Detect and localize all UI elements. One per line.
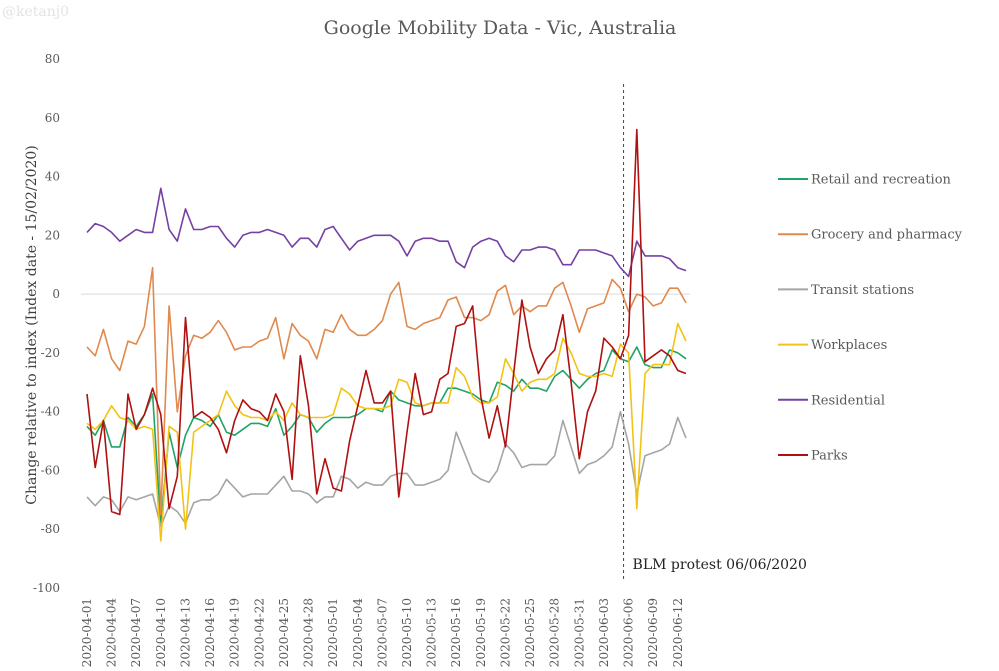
y-tick-label: -80 <box>41 522 60 536</box>
y-tick-label: 20 <box>45 228 60 242</box>
x-tick-label: 2020-04-22 <box>252 598 266 667</box>
series-line-transit-stations <box>86 410 687 528</box>
x-tick-label: 2020-05-22 <box>498 598 512 667</box>
x-tick-label: 2020-04-13 <box>178 598 192 667</box>
y-tick-label: 60 <box>45 111 60 125</box>
x-tick-label: 2020-04-25 <box>277 598 291 667</box>
y-axis-label: Change relative to index (Index date - 1… <box>24 145 40 505</box>
x-tick-label: 2020-05-10 <box>400 598 414 667</box>
x-tick-label: 2020-04-28 <box>302 598 316 667</box>
x-tick-label: 2020-06-03 <box>597 598 611 667</box>
x-tick-label: 2020-06-09 <box>646 598 660 667</box>
series-line-workplaces <box>86 322 687 542</box>
y-tick-label: -40 <box>41 405 60 419</box>
y-tick-label: -20 <box>41 346 60 360</box>
legend-label-residential: Residential <box>811 393 885 408</box>
series-lines <box>86 128 687 542</box>
series-line-parks <box>86 128 687 516</box>
blm-protest-annotation: BLM protest 06/06/2020 <box>633 557 807 573</box>
series-line-grocery-and-pharmacy <box>86 266 687 516</box>
x-tick-label: 2020-05-25 <box>523 598 537 667</box>
legend-label-workplaces: Workplaces <box>811 338 887 353</box>
y-axis-ticks: 80 60 40 20 0 -20 -40 -60 -80 -100 <box>33 52 60 595</box>
x-tick-label: 2020-04-19 <box>228 598 242 667</box>
y-tick-label: 40 <box>45 170 60 184</box>
x-tick-label: 2020-04-04 <box>105 598 119 668</box>
x-tick-label: 2020-05-04 <box>351 598 365 668</box>
legend-label-transit-stations: Transit stations <box>811 283 914 298</box>
x-tick-label: 2020-06-06 <box>622 598 636 667</box>
chart-title: Google Mobility Data - Vic, Australia <box>324 17 677 39</box>
y-tick-label: -60 <box>41 463 60 477</box>
legend-label-parks: Parks <box>811 449 848 464</box>
x-tick-label: 2020-04-01 <box>80 598 94 667</box>
x-tick-label: 2020-04-16 <box>203 598 217 667</box>
x-tick-label: 2020-06-12 <box>671 598 685 667</box>
x-tick-label: 2020-05-07 <box>375 598 389 667</box>
legend: Retail and recreation Grocery and pharmac… <box>778 173 963 464</box>
y-tick-label: 0 <box>52 287 60 301</box>
x-axis-ticks: 2020-04-01 2020-04-04 2020-04-07 2020-04-10… <box>80 598 685 668</box>
x-tick-label: 2020-05-13 <box>425 598 439 667</box>
x-tick-label: 2020-05-31 <box>572 598 586 667</box>
watermark: @ketanj0 <box>2 4 69 20</box>
x-tick-label: 2020-04-10 <box>154 598 168 667</box>
annotation-group: BLM protest 06/06/2020 <box>623 84 807 580</box>
x-tick-label: 2020-05-16 <box>449 598 463 667</box>
series-line-residential <box>86 187 687 278</box>
x-tick-label: 2020-05-28 <box>548 598 562 667</box>
series-line-retail-and-recreation <box>86 346 687 528</box>
y-tick-label: 80 <box>45 52 60 66</box>
x-tick-label: 2020-05-01 <box>326 598 340 667</box>
x-tick-label: 2020-04-07 <box>129 598 143 667</box>
y-tick-label: -100 <box>33 581 60 595</box>
legend-label-grocery-and-pharmacy: Grocery and pharmacy <box>811 228 963 243</box>
x-tick-label: 2020-05-19 <box>474 598 488 667</box>
legend-label-retail-and-recreation: Retail and recreation <box>811 173 952 188</box>
